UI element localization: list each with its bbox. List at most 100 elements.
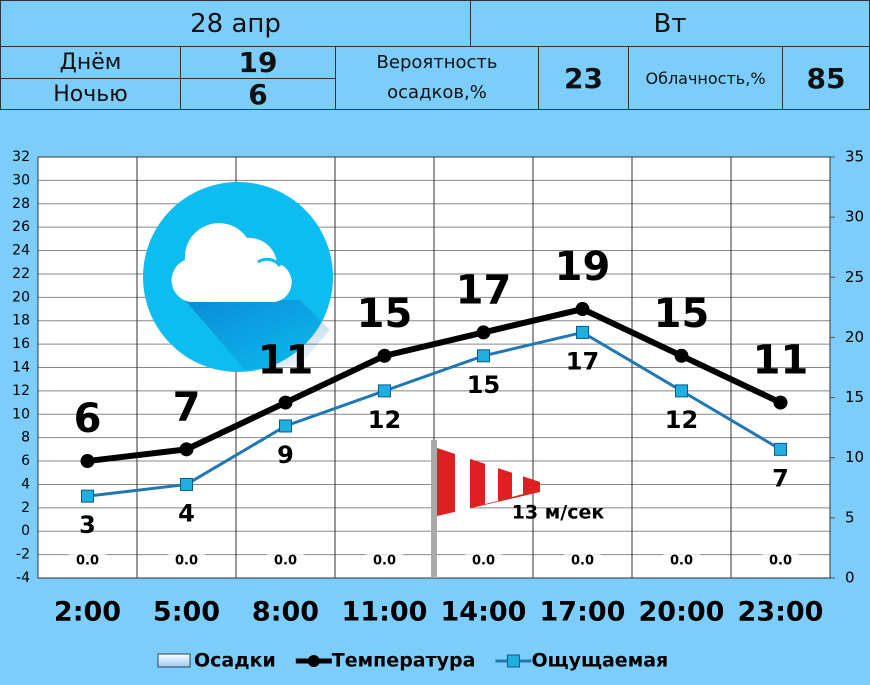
value-label: 3	[79, 511, 96, 539]
x-tick-label: 17:00	[540, 597, 626, 628]
value-label: 11	[753, 338, 809, 384]
precip-label: Вероятность осадков,%	[335, 46, 539, 110]
legend-label: Температура	[332, 650, 476, 672]
marker	[179, 442, 194, 457]
label-glow	[657, 551, 706, 571]
label-glow	[162, 551, 211, 571]
y-tick-label: 32	[12, 149, 30, 165]
marker	[674, 348, 689, 363]
value-label: 0.0	[373, 554, 396, 569]
y-tick-label: 24	[12, 243, 30, 259]
value-label: 12	[665, 406, 698, 434]
marker	[476, 325, 491, 340]
y2-tick-label: 15	[845, 388, 864, 406]
y-tick-label: 26	[12, 219, 30, 235]
precip-prob: 23	[538, 46, 629, 110]
label-glow	[63, 551, 112, 571]
y-tick-label: 0	[21, 523, 30, 539]
y-tick-label: 16	[12, 336, 30, 352]
marker	[279, 419, 292, 433]
marker	[575, 302, 590, 317]
marker	[477, 349, 490, 363]
weather-icon	[143, 182, 333, 372]
label-glow	[756, 551, 805, 571]
y-tick-label: 10	[12, 406, 30, 422]
y-tick-label: 2	[21, 500, 30, 516]
value-label: 7	[173, 384, 201, 430]
value-label: 6	[74, 396, 102, 442]
y-tick-label: -4	[16, 570, 30, 586]
value-label: 0.0	[76, 554, 99, 569]
legend-label: Осадки	[194, 650, 276, 672]
legend-swatch	[157, 653, 191, 668]
value-label: 15	[654, 291, 710, 337]
y2-tick-label: 5	[845, 508, 855, 526]
y-tick-label: 8	[21, 430, 30, 446]
y-tick-label: 4	[21, 476, 30, 492]
line	[87, 330, 782, 498]
value-label: 0.0	[274, 554, 297, 569]
value-label: 0.0	[571, 554, 594, 569]
value-label: 19	[555, 244, 611, 290]
value-label: 7	[772, 464, 789, 492]
value-label: 9	[277, 441, 294, 469]
marker	[675, 384, 688, 398]
value-label: 4	[178, 499, 195, 527]
x-tick-label: 11:00	[342, 597, 428, 628]
label-glow	[558, 551, 607, 571]
value-label: 0.0	[175, 554, 198, 569]
marker	[81, 489, 94, 503]
y-tick-label: 6	[21, 453, 30, 469]
label-glow	[261, 551, 310, 571]
marker	[377, 348, 392, 363]
x-tick-label: 14:00	[441, 597, 527, 628]
marker	[774, 442, 787, 456]
marker	[773, 395, 788, 410]
marker	[576, 325, 589, 339]
y2-tick-label: 20	[845, 328, 864, 346]
day-label: Днём	[0, 46, 181, 79]
legend-label: Ощущаемая	[531, 650, 668, 672]
marker	[80, 454, 95, 469]
y-tick-label: 22	[12, 266, 30, 282]
legend-marker	[307, 655, 320, 667]
line	[87, 305, 782, 465]
x-tick-label: 5:00	[153, 597, 220, 628]
y2-tick-label: 35	[845, 148, 864, 166]
y-tick-label: 14	[12, 360, 30, 376]
x-tick-label: 8:00	[252, 597, 319, 628]
annotation: 13 м/сек	[512, 502, 605, 524]
value-label: 12	[368, 406, 401, 434]
y2-tick-label: 30	[845, 208, 864, 226]
y-tick-label: 12	[12, 383, 30, 399]
value-label: 11	[258, 338, 314, 384]
marker	[278, 395, 293, 410]
y-tick-label: 30	[12, 172, 30, 188]
label-glow	[360, 551, 409, 571]
value-label: 17	[456, 267, 512, 313]
y-tick-label: -2	[16, 547, 30, 563]
x-tick-label: 2:00	[54, 597, 121, 628]
y2-tick-label: 25	[845, 268, 864, 286]
y2-tick-label: 0	[845, 569, 855, 587]
marker	[180, 477, 193, 491]
value-label: 15	[357, 291, 413, 337]
label-glow	[459, 551, 508, 571]
y-tick-label: 28	[12, 196, 30, 212]
cloud: 85	[782, 46, 870, 110]
y-tick-label: 18	[12, 313, 30, 329]
marker	[378, 384, 391, 398]
legend-marker	[506, 654, 520, 668]
value-label: 0.0	[769, 554, 792, 569]
value-label: 0.0	[670, 554, 693, 569]
x-tick-label: 20:00	[639, 597, 725, 628]
value-label: 15	[467, 371, 500, 399]
y2-tick-label: 10	[845, 448, 864, 466]
value-label: 0.0	[472, 554, 495, 569]
night-label: Ночью	[0, 78, 181, 110]
y-tick-label: 20	[12, 289, 30, 305]
x-tick-label: 23:00	[738, 597, 824, 628]
value-label: 17	[566, 347, 599, 375]
